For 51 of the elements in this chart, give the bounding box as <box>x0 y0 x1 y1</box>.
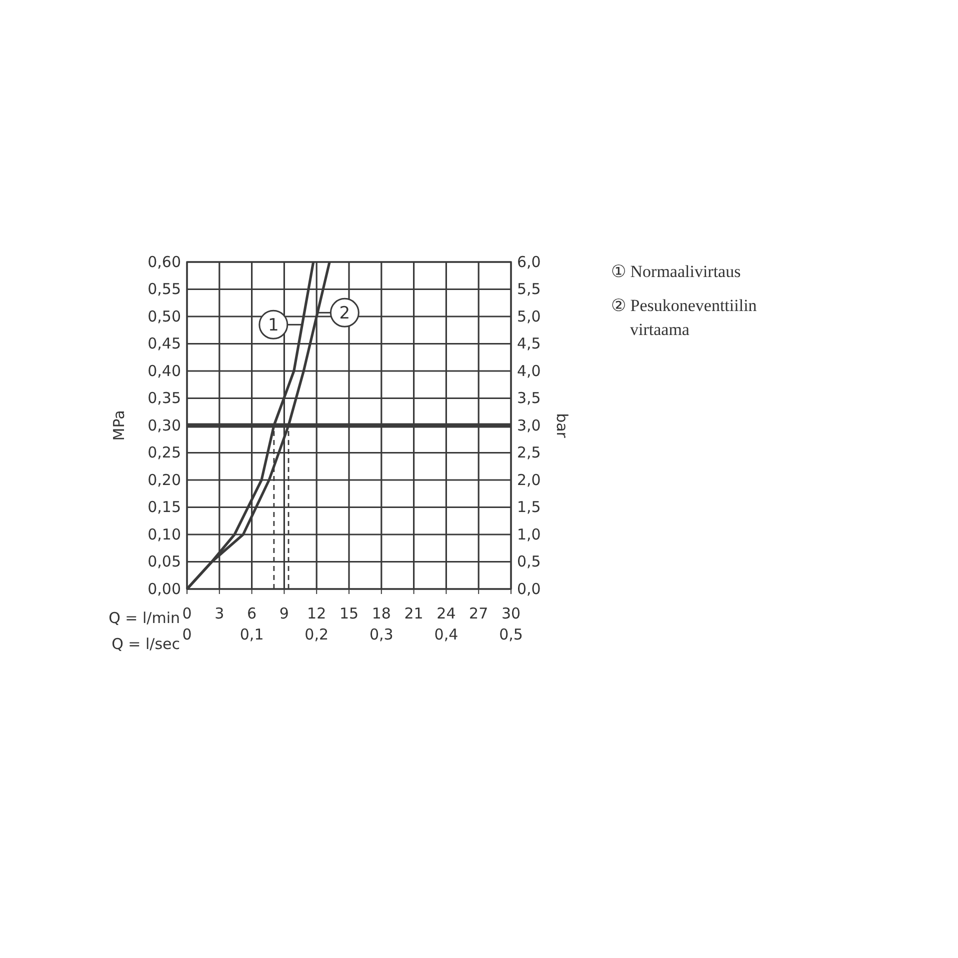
y-tick-label: 0,35 <box>148 389 181 408</box>
x-tick-label: 27 <box>469 604 488 623</box>
x-tick-label: 6 <box>247 604 257 623</box>
y2-tick-label: 1,0 <box>517 525 541 544</box>
x-tick-label: 12 <box>307 604 326 623</box>
y-tick-label: 0,15 <box>148 498 181 516</box>
y2-tick-label: 4,0 <box>517 362 541 380</box>
y-tick-label: 0,50 <box>148 307 181 326</box>
y2-tick-label: 0,0 <box>517 580 541 598</box>
x-tick-label: 15 <box>339 604 359 623</box>
y-axis-title: MPa <box>110 410 128 441</box>
y2-tick-label: 5,0 <box>517 307 541 326</box>
x-tick-label: 3 <box>214 604 224 623</box>
y2-tick-label: 1,5 <box>517 498 541 516</box>
text: ② Pesukoneventtiilin virtaama <box>611 296 758 339</box>
y2-tick-label: 2,5 <box>517 444 541 462</box>
y2-axis-title: bar <box>553 413 571 439</box>
y-tick-label: 0,45 <box>148 334 181 353</box>
y2-tick-label: 3,5 <box>517 389 541 408</box>
y-tick-label: 0,60 <box>148 252 181 271</box>
y-tick-label: 0,55 <box>148 280 181 298</box>
y2-tick-label: 0,5 <box>517 552 541 571</box>
x-tick-label: 24 <box>436 604 456 623</box>
y-tick-label: 0,00 <box>148 580 181 598</box>
y-tick-label: 0,30 <box>148 416 181 434</box>
y2-tick-label: 6,0 <box>517 252 541 271</box>
y-tick-label: 0,10 <box>148 525 181 544</box>
x-axis-title: Q = l/min <box>108 609 180 627</box>
x2-tick-label: 0,5 <box>499 626 523 644</box>
y2-tick-label: 5,5 <box>517 280 541 298</box>
x2-tick-label: 0,1 <box>240 626 264 644</box>
y2-tick-label: 3,0 <box>517 416 541 434</box>
y-tick-label: 0,40 <box>148 362 181 380</box>
annotation: 2 <box>339 304 350 324</box>
y2-tick-label: 2,0 <box>517 470 541 489</box>
y2-tick-label: 4,5 <box>517 334 541 353</box>
x-tick-label: 30 <box>501 604 521 623</box>
x-tick-label: 9 <box>279 604 289 623</box>
x2-tick-label: 0,4 <box>434 626 458 644</box>
y-tick-label: 0,25 <box>148 444 181 462</box>
y-tick-label: 0,05 <box>148 552 181 571</box>
annotation: 1 <box>268 316 279 336</box>
x2-tick-label: 0,3 <box>369 626 394 644</box>
text: ① Normaalivirtaus <box>611 262 741 281</box>
y-tick-label: 0,20 <box>148 470 181 489</box>
x2-tick-label: 0 <box>182 626 192 644</box>
x-tick-label: 21 <box>404 604 424 623</box>
x2-tick-label: 0,2 <box>304 626 329 644</box>
x-tick-label: 0 <box>182 604 192 623</box>
x-tick-label: 18 <box>372 604 391 623</box>
x2-axis-title: Q = l/sec <box>112 635 180 653</box>
